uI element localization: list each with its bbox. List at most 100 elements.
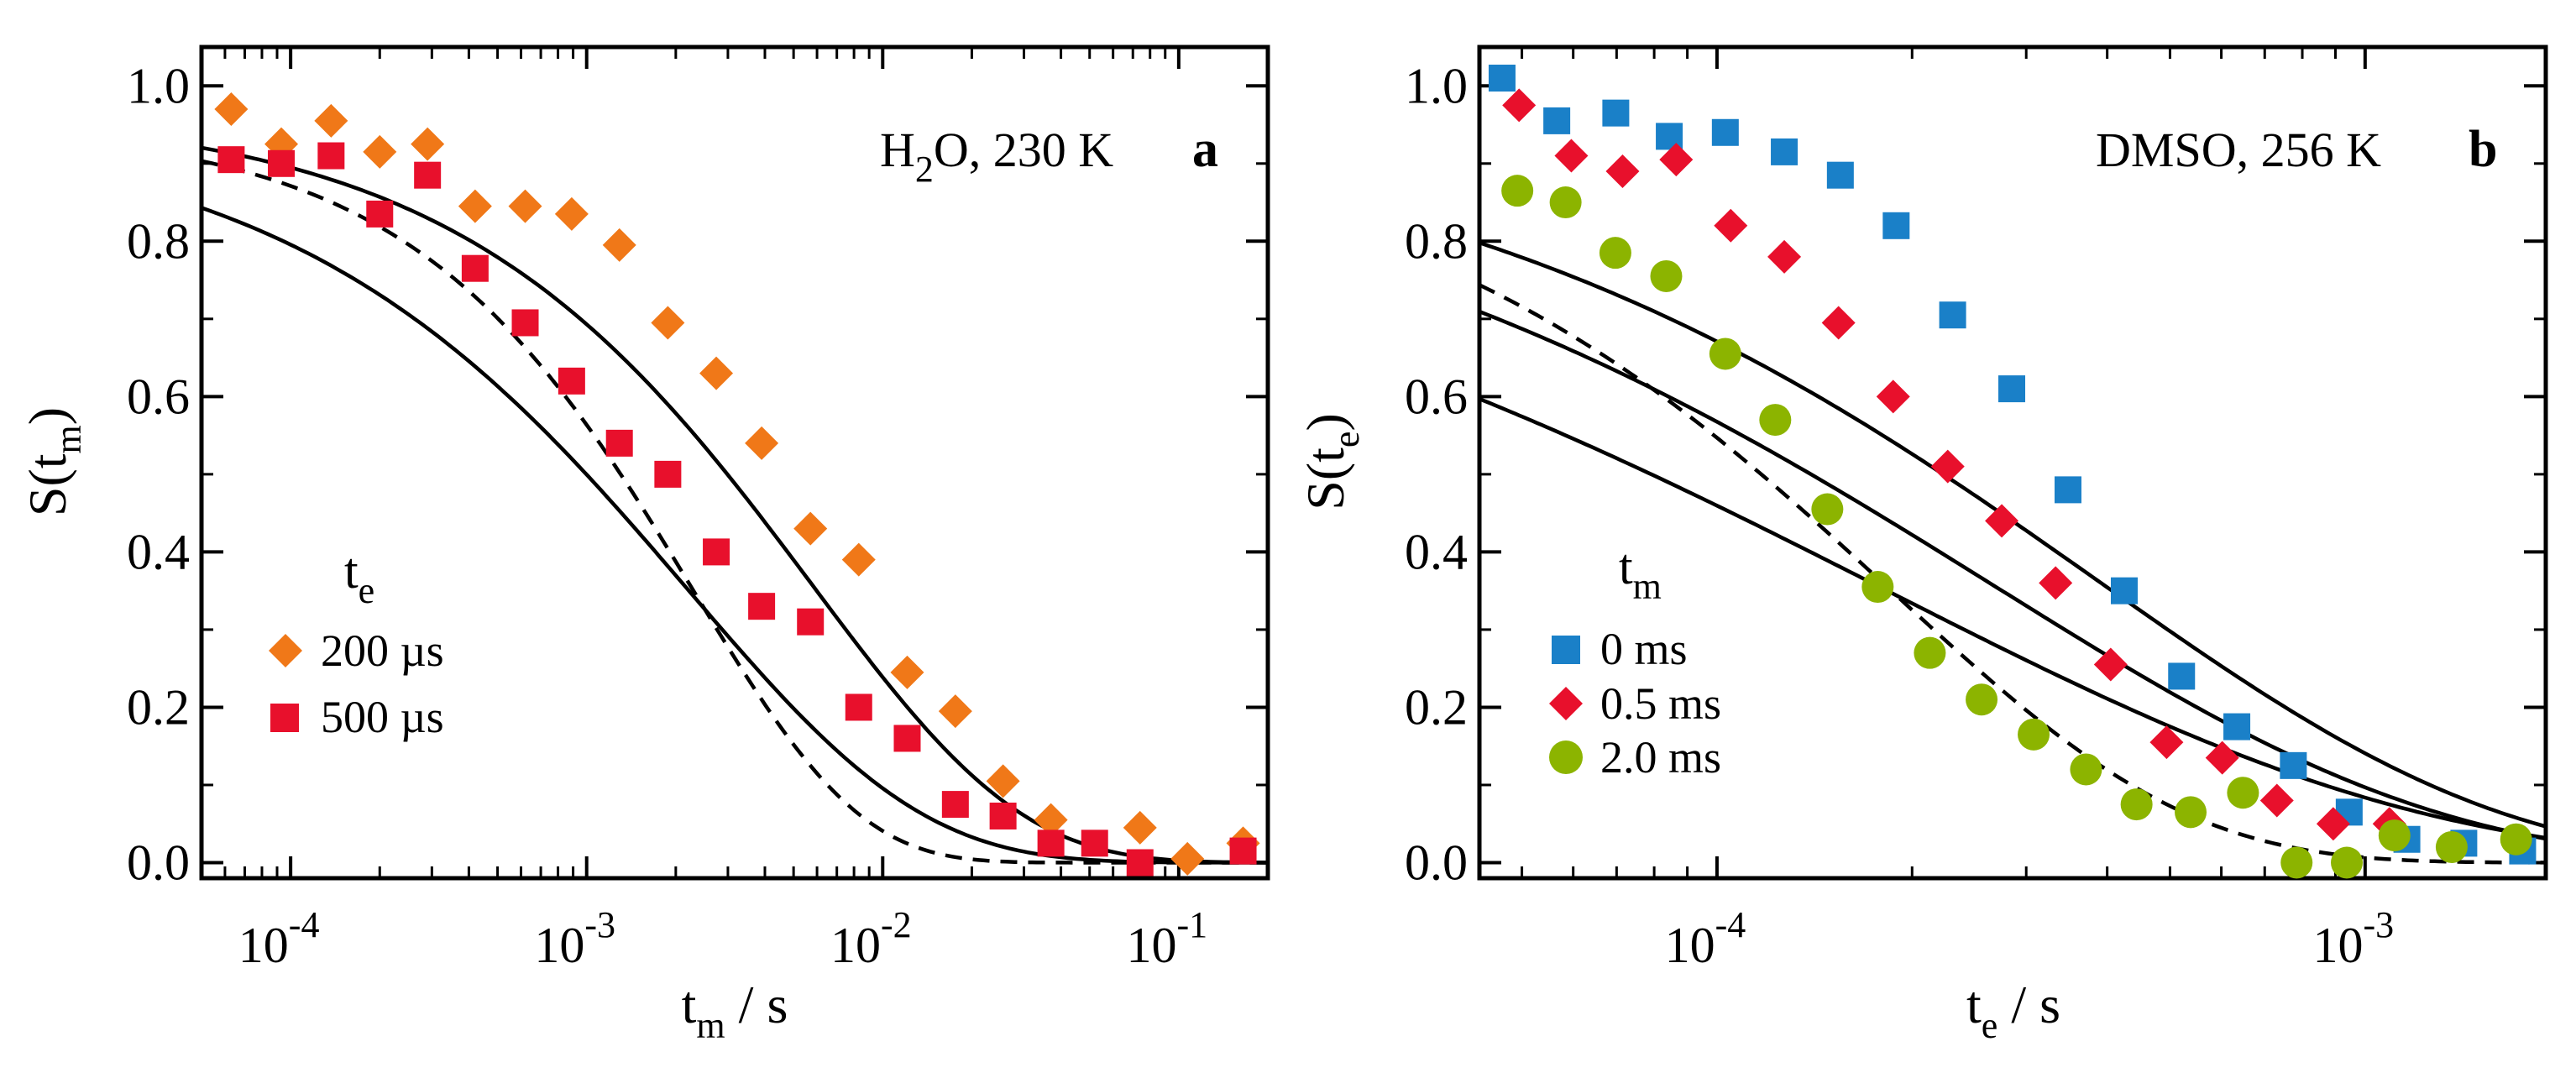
svg-text:S(te): S(te) bbox=[1296, 413, 1367, 510]
data-point-square-s1 bbox=[1126, 849, 1154, 877]
panel-a-fit-curves bbox=[201, 145, 1268, 865]
data-point-diamond-s0 bbox=[602, 228, 636, 262]
data-point-diamond-s1 bbox=[1821, 306, 1856, 340]
data-point-square-s0 bbox=[1826, 161, 1854, 189]
svg-text:S(tm): S(tm) bbox=[18, 407, 89, 516]
data-point-square-s0 bbox=[2223, 713, 2251, 740]
data-point-circle-s2 bbox=[1966, 683, 1998, 716]
xtick-label: 10-1 bbox=[1127, 904, 1208, 973]
data-point-diamond-s0 bbox=[699, 356, 734, 390]
data-point-circle-s2 bbox=[1549, 186, 1582, 219]
data-point-diamond-s0 bbox=[411, 127, 445, 161]
data-point-square-s1 bbox=[511, 309, 539, 337]
data-point-square-s1 bbox=[654, 460, 682, 488]
data-point-diamond-s1 bbox=[2259, 783, 2294, 818]
fit-curve-solid-2 bbox=[1479, 397, 2547, 840]
data-point-diamond-s0 bbox=[214, 92, 249, 127]
data-point-circle-s2 bbox=[1861, 571, 1894, 604]
ytick-label: 0.2 bbox=[1405, 679, 1468, 735]
data-point-square-s1 bbox=[893, 725, 921, 752]
ytick-label: 0.4 bbox=[1405, 524, 1468, 579]
data-point-square-s1 bbox=[1229, 837, 1257, 865]
data-point-square-s0 bbox=[1771, 138, 1798, 165]
ytick-label: 0.6 bbox=[1405, 369, 1468, 424]
panel-a-legend-label-500us: 500 µs bbox=[321, 692, 444, 742]
panel-b-legend-label-0ms: 0 ms bbox=[1600, 624, 1688, 674]
data-point-square-s1 bbox=[558, 367, 585, 395]
data-point-diamond-s0 bbox=[651, 306, 685, 340]
data-point-square-s1 bbox=[414, 161, 442, 189]
data-point-diamond-s1 bbox=[1714, 208, 1748, 243]
data-point-diamond-s0 bbox=[508, 189, 542, 223]
data-point-square-s0 bbox=[1602, 99, 1630, 127]
data-point-circle-s2 bbox=[2280, 846, 2313, 879]
data-point-diamond-s0 bbox=[314, 103, 348, 138]
data-point-diamond-s1 bbox=[1876, 379, 1910, 414]
ytick-label: 0.2 bbox=[127, 679, 190, 735]
data-point-diamond-s0 bbox=[793, 511, 828, 546]
panel-a-letter: a bbox=[1192, 121, 1218, 178]
data-point-circle-s2 bbox=[2378, 819, 2411, 852]
data-point-square-s1 bbox=[461, 254, 489, 282]
data-point-diamond-s0 bbox=[1123, 810, 1157, 845]
data-point-diamond-s1 bbox=[1767, 239, 1802, 274]
ytick-label: 0.6 bbox=[127, 369, 190, 424]
panel-b-annotation: DMSO, 256 K bbox=[2096, 123, 2381, 177]
data-point-diamond-s0 bbox=[890, 655, 924, 689]
data-point-diamond-s1 bbox=[1554, 139, 1589, 173]
data-point-square-s1 bbox=[748, 593, 776, 620]
data-point-circle-s2 bbox=[1709, 338, 1741, 370]
panel-b-legend-marker-0ms bbox=[1552, 636, 1580, 664]
data-point-square-s0 bbox=[1543, 107, 1571, 134]
ytick-label: 1.0 bbox=[127, 58, 190, 113]
ytick-label: 0.8 bbox=[127, 213, 190, 269]
data-point-square-s1 bbox=[941, 791, 969, 819]
ytick-label: 0.0 bbox=[127, 835, 190, 890]
panel-b-legend-label-05ms: 0.5 ms bbox=[1600, 678, 1721, 729]
data-point-circle-s2 bbox=[2175, 796, 2207, 829]
data-point-diamond-s1 bbox=[2093, 647, 2128, 682]
panel-b-tick-labels: 0.0 0.2 0.4 0.6 0.8 1.0 10-4 10-3 bbox=[1405, 58, 2394, 973]
xtick-label: 10-4 bbox=[1665, 904, 1746, 973]
data-point-square-s0 bbox=[2110, 577, 2138, 604]
data-point-diamond-s1 bbox=[1605, 154, 1640, 189]
data-point-circle-s2 bbox=[2018, 718, 2050, 751]
fit-curve-dashed-3 bbox=[1479, 283, 2546, 865]
panel-b-legend-marker-05ms bbox=[1549, 687, 1583, 720]
data-point-square-s0 bbox=[1998, 375, 2026, 403]
panel-b-legend-title: tm bbox=[1619, 539, 1662, 607]
data-point-circle-s2 bbox=[2435, 830, 2468, 863]
xtick-label: 10-3 bbox=[534, 904, 615, 973]
data-point-diamond-s1 bbox=[1502, 88, 1537, 123]
panel-a-legend-label-200us: 200 µs bbox=[321, 625, 444, 676]
xtick-label: 10-4 bbox=[238, 904, 320, 973]
panel-a-ylabel: S(tm) bbox=[18, 407, 89, 516]
data-point-diamond-s0 bbox=[554, 196, 589, 231]
panel-a-ticks bbox=[200, 47, 1270, 878]
data-point-diamond-s0 bbox=[938, 694, 972, 729]
panel-a-legend-marker-500us bbox=[270, 704, 299, 732]
panel-b-legend-label-2ms: 2.0 ms bbox=[1600, 732, 1721, 782]
data-point-diamond-s1 bbox=[1930, 449, 1965, 484]
data-point-square-s1 bbox=[1081, 829, 1108, 857]
panel-a-legend-title: te bbox=[344, 543, 374, 611]
panel-a-frame bbox=[199, 44, 1270, 881]
data-point-circle-s2 bbox=[1811, 493, 1844, 526]
data-point-square-s0 bbox=[2054, 476, 2081, 504]
data-point-diamond-s0 bbox=[841, 542, 876, 577]
data-point-diamond-s1 bbox=[2205, 740, 2239, 775]
panel-b-xlabel: te / s bbox=[1966, 975, 2060, 1046]
panel-b-letter: b bbox=[2469, 121, 2497, 178]
data-point-square-s1 bbox=[605, 429, 633, 457]
ytick-label: 0.4 bbox=[127, 524, 190, 579]
panel-a-data-points bbox=[214, 92, 1260, 877]
ytick-label: 1.0 bbox=[1405, 58, 1468, 113]
data-point-square-s0 bbox=[1939, 301, 1966, 329]
xtick-label: 10-3 bbox=[2313, 904, 2395, 973]
data-point-circle-s2 bbox=[1759, 404, 1792, 437]
data-point-circle-s2 bbox=[2120, 788, 2153, 821]
data-point-diamond-s1 bbox=[1985, 504, 2019, 538]
data-point-square-s1 bbox=[366, 200, 394, 228]
data-point-circle-s2 bbox=[2227, 777, 2259, 809]
